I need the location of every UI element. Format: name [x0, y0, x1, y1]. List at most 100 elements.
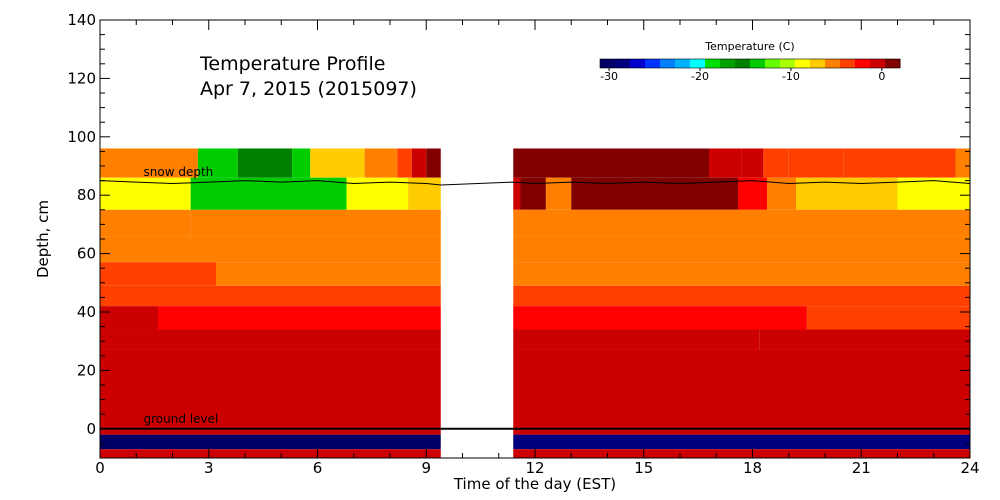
colorbar-swatch: [630, 59, 646, 68]
heatmap-cell-2-1: [190, 209, 441, 237]
colorbar-tick-label: -20: [691, 70, 709, 83]
colorbar-swatch: [870, 59, 886, 68]
heatmap-cell-0-10: [709, 148, 742, 178]
heatmap-cell-0-2: [237, 148, 293, 178]
colorbar-swatch: [705, 59, 721, 68]
snow-depth-layer: snow depth ground level: [99, 165, 971, 430]
heatmap-cell-6-2: [513, 306, 807, 330]
colorbar-swatch: [780, 59, 796, 68]
heatmap-cell-8-1: [513, 349, 970, 429]
heatmap-cell-5-1: [513, 285, 970, 307]
colorbar-tick-label: -10: [782, 70, 800, 83]
x-axis-title: Time of the day (EST): [453, 475, 616, 493]
snow-depth-line: [99, 180, 971, 186]
heatmap-cell-7-2: [759, 329, 970, 350]
heatmap-cell-1-8: [738, 177, 767, 210]
colorbar-swatch: [690, 59, 706, 68]
colorbar-title: Temperature (C): [704, 40, 794, 53]
heatmap-cell-0-8: [426, 148, 441, 178]
heatmap-cell-1-1: [190, 177, 347, 210]
chart-titles: Temperature Profile Apr 7, 2015 (2015097): [199, 53, 417, 100]
heatmap-cell-2-3: [593, 209, 970, 237]
heatmap-cell-0-0: [100, 148, 198, 178]
colorbar-swatch: [885, 59, 901, 68]
chart-title: Temperature Profile: [199, 53, 385, 75]
y-axis-title: Depth, cm: [34, 200, 52, 278]
heatmap-cell-0-15: [955, 148, 970, 178]
heatmap-cell-0-3: [292, 148, 311, 178]
y-tick-label: 40: [77, 303, 96, 321]
heatmap-cell-5-0: [100, 285, 441, 307]
colorbar-swatch: [615, 59, 631, 68]
chart-subtitle: Apr 7, 2015 (2015097): [200, 78, 417, 100]
heatmap-cell-8-0: [100, 349, 441, 429]
heatmap-cell-1-4: [513, 177, 521, 210]
y-tick-label: 60: [77, 245, 96, 263]
colorbar-swatch: [645, 59, 661, 68]
colorbar-swatch: [855, 59, 871, 68]
heatmap-cell-2-0: [100, 209, 191, 237]
x-tick-label: 3: [204, 459, 214, 477]
x-tick-label: 15: [634, 459, 653, 477]
ground-level-label: ground level: [144, 412, 219, 426]
x-tick-label: 0: [95, 459, 105, 477]
colorbar-swatch: [735, 59, 751, 68]
x-tick-label: 18: [743, 459, 762, 477]
heatmap-cells: [100, 148, 971, 458]
heatmap-cell-9-1: [513, 428, 970, 435]
x-tick-label: 21: [852, 459, 871, 477]
heatmap-cell-7-1: [513, 329, 760, 350]
y-tick-label: 0: [86, 420, 96, 438]
heatmap-cell-11-0: [100, 449, 441, 458]
heatmap-cell-3-1: [513, 236, 970, 263]
colorbar-swatch: [795, 59, 811, 68]
x-tick-label: 12: [525, 459, 544, 477]
y-tick-label: 140: [67, 11, 96, 29]
x-tick-label: 6: [313, 459, 323, 477]
heatmap-cell-0-7: [411, 148, 427, 178]
heatmap-cell-2-2: [513, 209, 593, 237]
heatmap-cell-6-0: [100, 306, 158, 330]
colorbar-swatch: [750, 59, 766, 68]
colorbar-swatch: [840, 59, 856, 68]
y-tick-label: 100: [67, 128, 96, 146]
colorbar-swatch: [720, 59, 736, 68]
y-tick-label: 120: [67, 69, 96, 87]
heatmap-cell-7-0: [100, 329, 441, 350]
heatmap-cell-3-0: [100, 236, 441, 263]
heatmap-cell-0-5: [364, 148, 398, 178]
heatmap-cell-9-0: [100, 428, 441, 435]
plot-axes: 0 3 6 9 12 15 18 21 24 0 20 40 60 80 100 120 140 Time of …: [34, 11, 980, 493]
colorbar-tick-label: -30: [600, 70, 618, 83]
heatmap-cell-4-0: [100, 262, 216, 286]
heatmap-cell-4-2: [513, 262, 970, 286]
colorbar-tick-label: 0: [878, 70, 885, 83]
heatmap-cell-10-0: [100, 434, 441, 450]
colorbar-legend: Temperature (C) -30 -20 -10 0: [599, 40, 901, 83]
heatmap-cell-4-1: [216, 262, 441, 286]
heatmap-cell-6-3: [806, 306, 971, 330]
heatmap-cell-0-14: [843, 148, 956, 178]
heatmap-cell-0-6: [397, 148, 412, 178]
x-tick-label: 24: [960, 459, 979, 477]
colorbar-swatch: [660, 59, 676, 68]
heatmap-cell-0-4: [310, 148, 365, 178]
heatmap-cell-0-9: [513, 148, 709, 178]
heatmap-cell-10-1: [513, 434, 970, 450]
heatmap-cell-6-1: [158, 306, 441, 330]
snow-depth-label: snow depth: [144, 165, 214, 179]
heatmap-cell-0-11: [741, 148, 764, 178]
heatmap-cell-11-1: [513, 449, 970, 458]
colorbar-frame: [599, 58, 901, 69]
heatmap-cell-0-13: [788, 148, 844, 178]
colorbar-swatch: [825, 59, 841, 68]
colorbar-swatch: [810, 59, 826, 68]
y-tick-label: 80: [77, 186, 96, 204]
heatmap-cell-0-1: [197, 148, 238, 178]
y-tick-label: 20: [77, 361, 96, 379]
heatmap-cell-0-12: [763, 148, 789, 178]
colorbar-swatch: [600, 59, 616, 68]
x-tick-label: 9: [421, 459, 431, 477]
colorbar-swatch: [675, 59, 691, 68]
